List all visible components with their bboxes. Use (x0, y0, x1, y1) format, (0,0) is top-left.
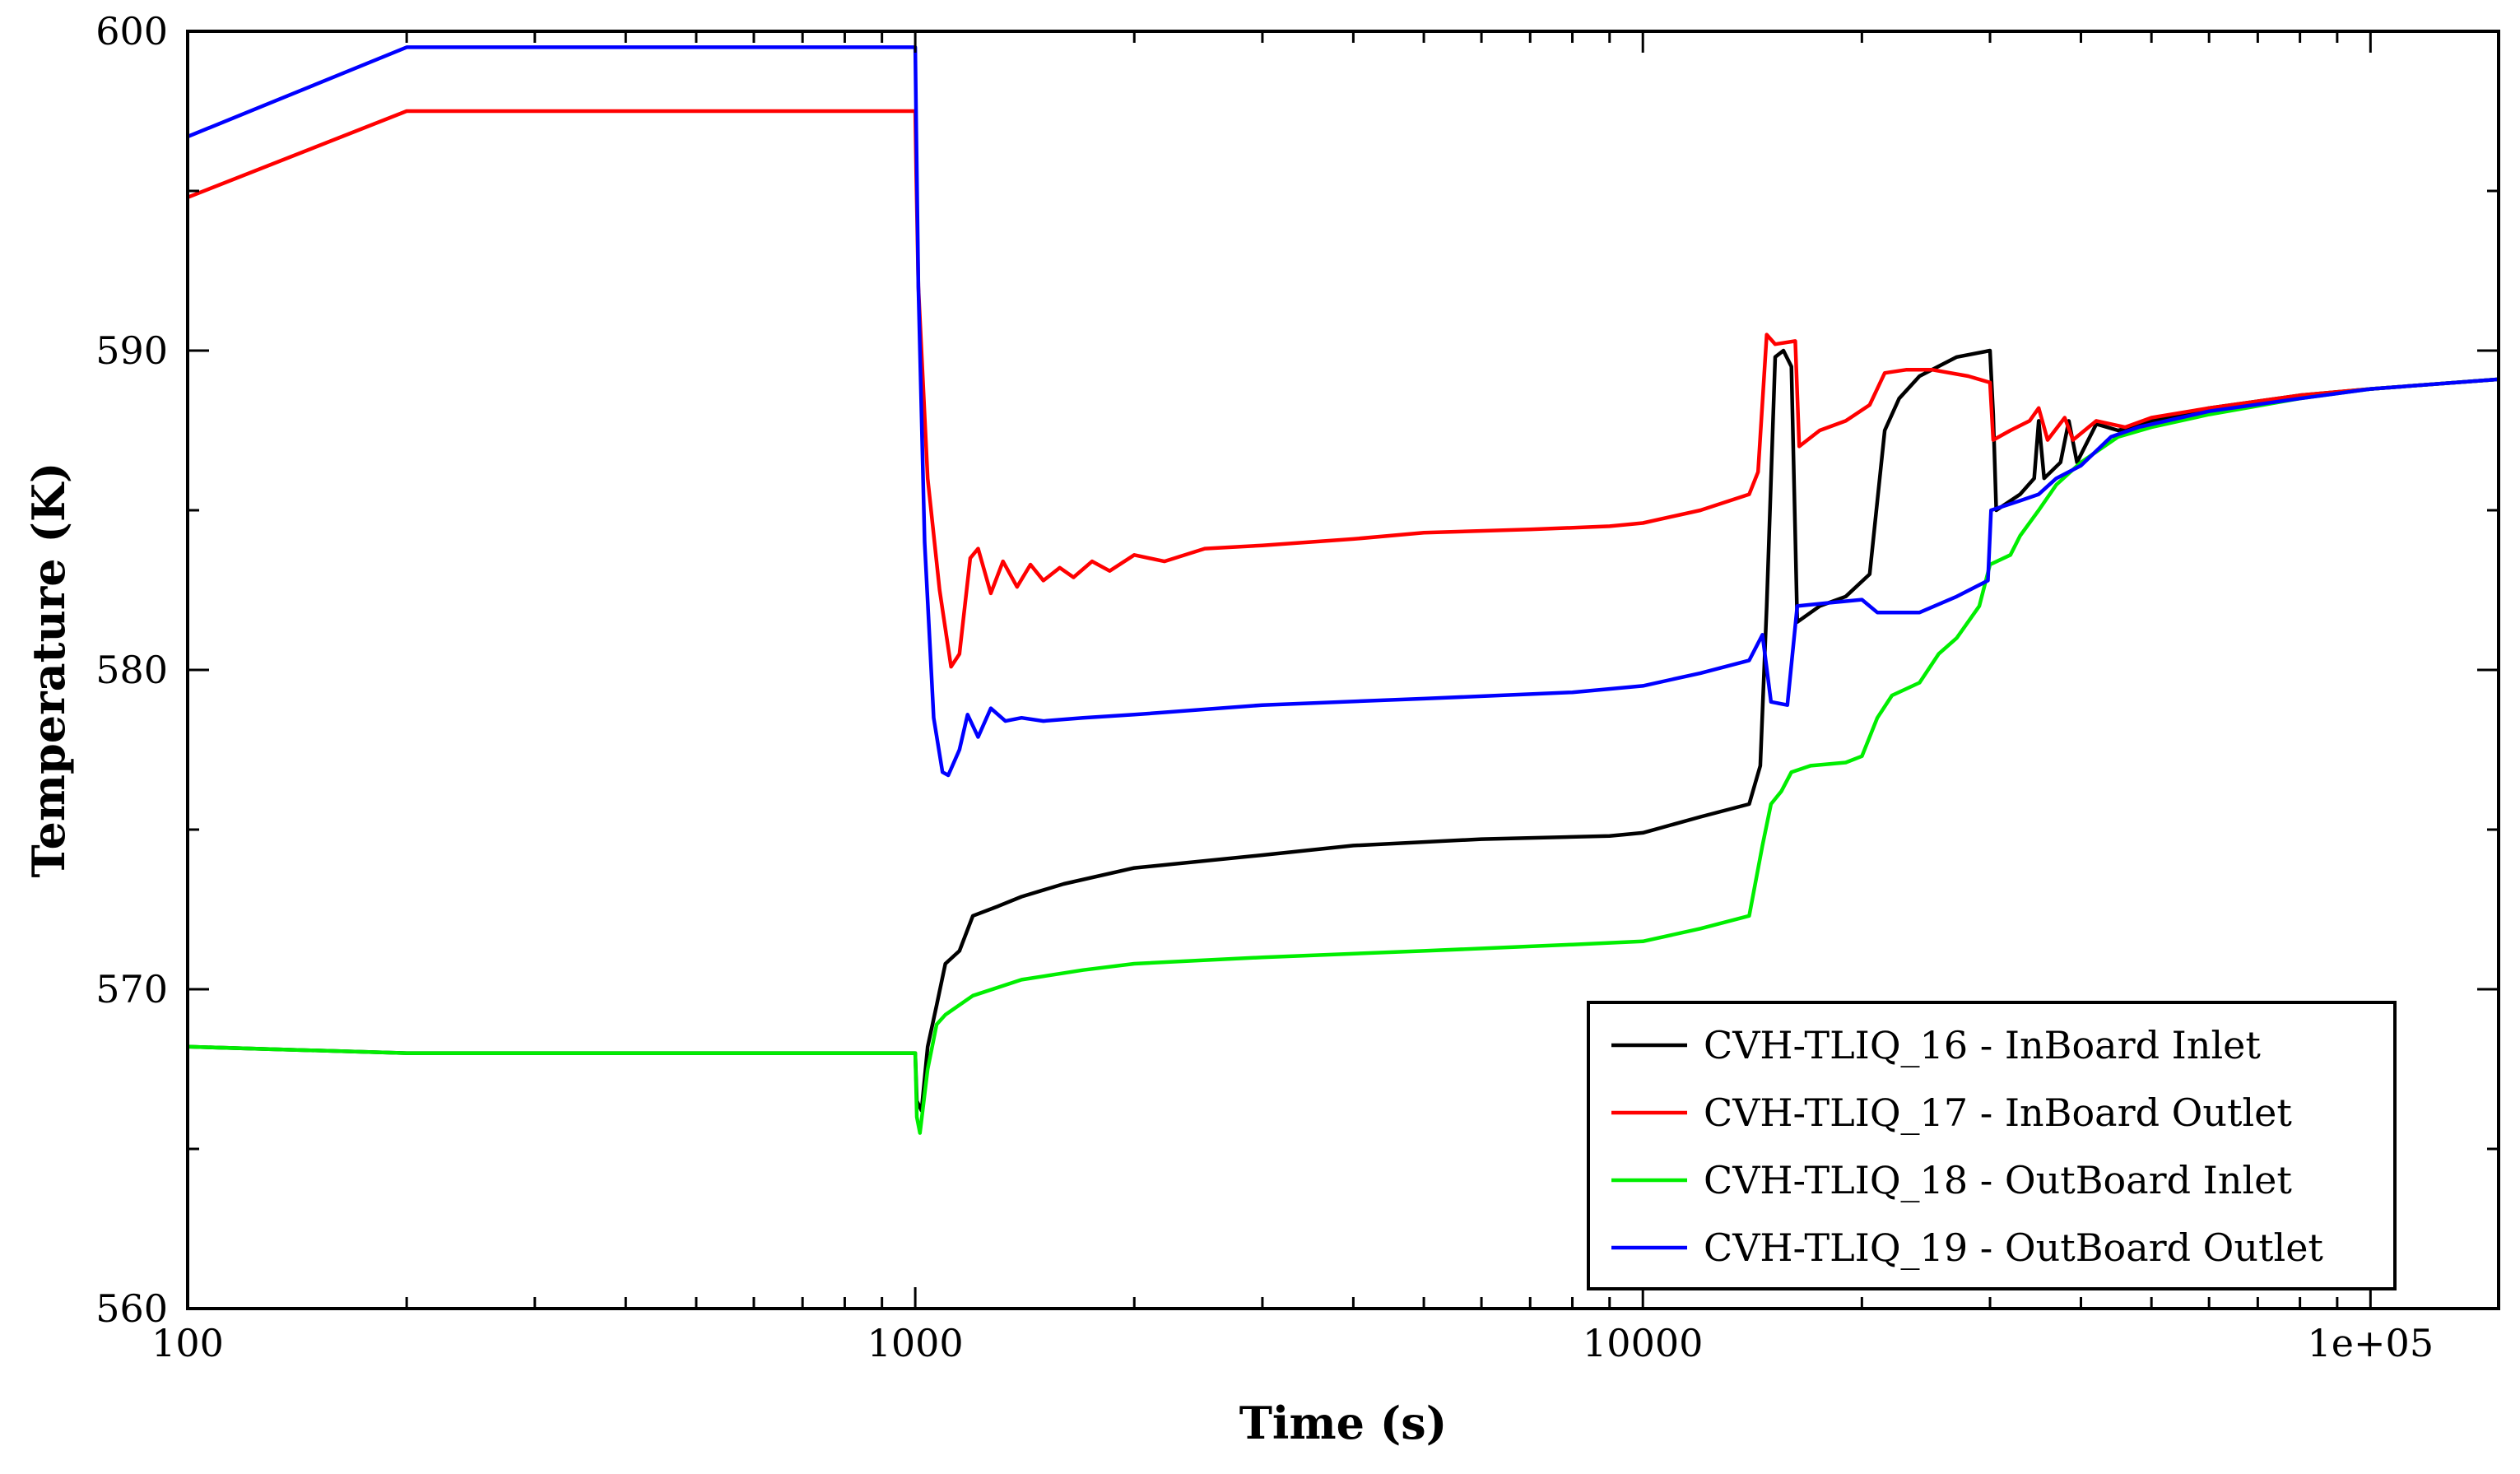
y-axis-ticks (188, 30, 2499, 1310)
x-tick-label: 1000 (867, 1321, 964, 1365)
y-tick-label: 590 (95, 328, 168, 373)
y-axis-title: Temperature (K) (22, 463, 75, 878)
legend: CVH-TLIQ_16 - InBoard Inlet CVH-TLIQ_17 -… (1587, 1001, 2397, 1290)
series-line-16 (187, 348, 2499, 1113)
legend-label: CVH-TLIQ_19 - OutBoard Outlet (1704, 1225, 2323, 1270)
legend-label: CVH-TLIQ_18 - OutBoard Inlet (1704, 1158, 2292, 1202)
x-tick-label: 100 (151, 1321, 224, 1365)
y-tick-label: 570 (95, 967, 168, 1011)
x-tick-label: 1e+05 (2308, 1321, 2434, 1365)
series-line-17 (187, 109, 2499, 669)
x-axis-ticks (186, 31, 2372, 1309)
legend-label: CVH-TLIQ_16 - InBoard Inlet (1704, 1023, 2261, 1067)
y-tick-label: 580 (95, 648, 168, 692)
x-tick-label: 10000 (1583, 1321, 1703, 1365)
legend-items: CVH-TLIQ_16 - InBoard Inlet CVH-TLIQ_17 -… (1611, 1023, 2323, 1270)
series-line-18 (187, 377, 2499, 1135)
y-tick-label: 600 (95, 9, 168, 53)
y-tick-label: 560 (95, 1286, 168, 1331)
series-layer (187, 45, 2499, 1135)
y-axis-tick-labels: 560 570 580 590 600 (95, 9, 168, 1331)
series-line-19 (187, 45, 2499, 778)
legend-box (1587, 1001, 2397, 1290)
x-axis-tick-labels: 100 1000 10000 1e+05 (151, 1321, 2434, 1365)
x-axis-title: Time (s) (1239, 1397, 1448, 1449)
legend-label: CVH-TLIQ_17 - InBoard Outlet (1704, 1090, 2292, 1135)
